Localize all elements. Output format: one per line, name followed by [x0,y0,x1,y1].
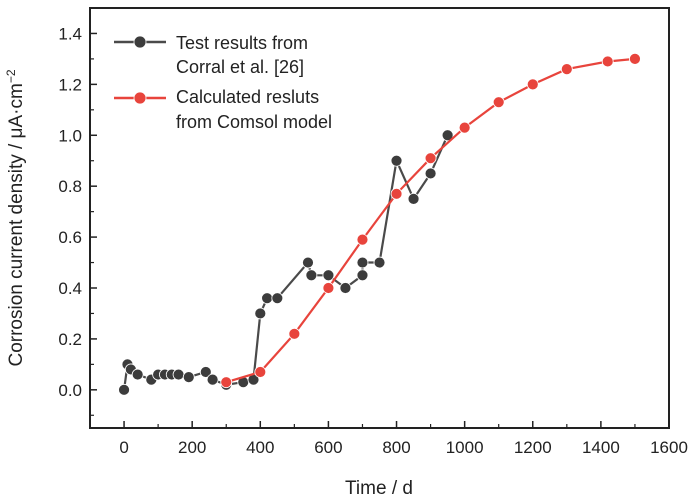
legend-marker [133,91,147,105]
data-point [339,282,352,294]
data-point [601,55,614,68]
plot-area [118,53,641,396]
series-1 [220,53,641,389]
data-point [390,154,403,167]
y-tick-label: 0.6 [58,228,82,247]
x-ticks: 0 200 400 600 800 1000 1200 1400 1600 [89,421,688,457]
y-axis-title-exponent: −2 [4,69,18,83]
data-point [182,371,195,383]
plot-frame [89,7,670,429]
data-point [458,121,471,134]
data-point [356,233,369,246]
data-point [424,152,437,165]
data-point [302,256,314,269]
x-tick-label: 800 [382,438,410,457]
y-tick-label: 0.0 [58,381,82,400]
x-tick-label: 1200 [514,438,552,457]
data-point [118,383,130,396]
y-axis-title: Corrosion current density / μA·cm−2 [4,69,27,366]
x-tick-label: 1400 [582,438,620,457]
data-point [271,292,284,305]
data-point [220,376,233,389]
legend-label-line2: from Comsol model [176,112,332,132]
data-point [526,78,539,91]
legend-marker [133,35,147,49]
data-point [629,53,641,65]
data-point [356,256,369,269]
legend-label-line2: Corral et al. [26] [176,57,304,77]
x-tick-label: 1600 [650,438,688,457]
x-tick-label: 0 [119,438,128,457]
data-point [305,269,318,282]
y-tick-label: 1.4 [58,24,82,43]
legend-label-line1: Calculated resluts [176,87,319,107]
data-point [261,292,274,305]
data-point [322,282,335,294]
data-point [373,256,386,269]
data-point [199,366,212,378]
data-point [424,167,437,180]
y-axis-title-main: Corrosion current density / μA·cm [6,83,27,366]
data-point [288,327,301,340]
legend-label-line1: Test results from [176,33,308,53]
data-point [407,193,420,205]
x-tick-label: 600 [314,438,342,457]
series-0 [118,129,454,396]
data-point [254,307,267,320]
x-tick-label: 1000 [446,438,484,457]
data-point [441,129,454,142]
legend: Test results from Corral et al. [26] Calcu… [114,33,332,132]
data-point [356,269,369,282]
legend-entry-1: Calculated resluts from Comsol model [114,87,332,132]
x-tick-label: 200 [178,438,206,457]
y-tick-label: 0.8 [58,177,82,196]
series-line [225,57,636,384]
data-point [254,366,267,378]
y-tick-label: 0.4 [58,279,82,298]
y-tick-label: 1.2 [58,75,82,94]
data-point [560,63,573,75]
x-tick-label: 400 [246,438,274,457]
legend-entry-0: Test results from Corral et al. [26] [114,33,308,77]
data-point [492,96,505,109]
y-tick-label: 1.0 [58,126,82,145]
data-point [322,269,335,282]
series-line [123,134,449,390]
x-axis-title: Time / d [345,478,413,499]
data-point [172,368,185,381]
data-point [206,373,219,386]
y-ticks: 0.0 0.2 0.4 0.6 0.8 1.0 1.2 1.4 [58,7,97,416]
data-point [131,368,144,381]
data-point [390,187,403,200]
y-tick-label: 0.2 [58,330,82,349]
